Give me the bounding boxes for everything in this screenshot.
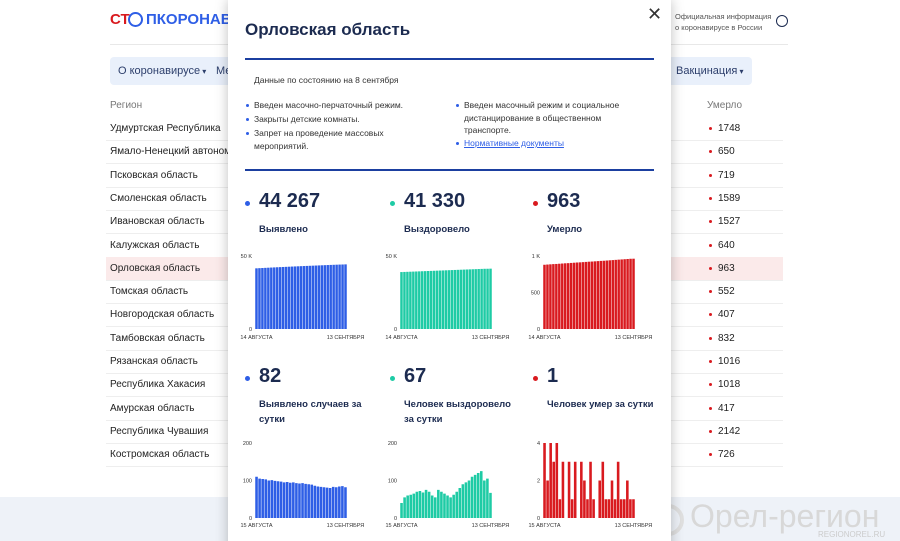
close-button[interactable]: ✕ [647, 4, 663, 24]
measure: Введен масочный режим и социальное диста… [456, 99, 634, 137]
region-name: Томская область [110, 286, 189, 298]
stat-dot [390, 376, 395, 381]
date-note: Данные по состоянию на 8 сентября [254, 75, 399, 85]
nav-item[interactable]: Вакцинация [668, 57, 752, 85]
region-name: Смоленская область [110, 192, 207, 204]
death-count: 832 [718, 332, 735, 344]
region-name: Костромская область [110, 449, 210, 461]
death-dot [709, 336, 712, 340]
region-name: Республика Чувашия [110, 425, 209, 437]
logo-icon [128, 12, 143, 27]
death-dot [709, 383, 712, 387]
logo-right: ПКОРОНАВИ [146, 11, 243, 28]
nav-item[interactable]: О коронавирусе [110, 57, 215, 85]
stat-dot [245, 201, 250, 206]
stat-dot [390, 201, 395, 206]
death-dot [709, 127, 712, 130]
region-name: Ямало-Ненецкий автономный округ [110, 146, 277, 158]
death-count: 640 [718, 239, 735, 251]
region-name: Амурская область [110, 402, 195, 414]
logo-left: СТ [110, 11, 130, 28]
measure: Закрыты детские комнаты. [246, 113, 424, 126]
stat-value: 44 267 [259, 190, 321, 212]
death-dot [709, 429, 712, 433]
stat-dot [533, 201, 538, 206]
death-count: 407 [718, 309, 735, 321]
death-dot [709, 290, 712, 294]
death-dot [709, 220, 712, 224]
death-count: 552 [718, 286, 735, 298]
death-dot [709, 243, 712, 247]
death-count: 1018 [718, 379, 741, 391]
death-count: 726 [718, 449, 735, 461]
region-name: Новгородская область [110, 309, 215, 321]
stat-label: Выявлено случаев за сутки [259, 399, 362, 425]
region-name: Орловская область [110, 262, 201, 274]
measure: Введен масочно-перчаточный режим. [246, 99, 424, 112]
region-name: Удмуртская Республика [110, 123, 221, 134]
death-count: 1589 [718, 192, 741, 204]
stat-dot [245, 376, 250, 381]
death-dot [709, 313, 712, 317]
region-name: Рязанская область [110, 356, 198, 367]
region-name: Псковская область [110, 169, 198, 181]
search-icon[interactable] [776, 15, 788, 27]
death-count: 417 [718, 402, 735, 414]
stat-label: Выздоровело [404, 224, 470, 235]
watermark-name: Орел-регион [690, 498, 880, 534]
death-dot [709, 406, 712, 410]
region-name: Республика Хакасия [110, 379, 206, 391]
death-count: 1748 [718, 123, 741, 134]
death-dot [709, 150, 712, 154]
measure: Запрет на проведение массовых мероприяти… [246, 127, 424, 152]
death-count: 963 [718, 262, 735, 274]
stat-label: Выявлено [259, 224, 308, 235]
death-count: 1527 [718, 216, 741, 228]
rule [245, 169, 654, 171]
region-name: Ивановская область [110, 216, 205, 228]
rule [245, 58, 654, 60]
stat-dot [533, 376, 538, 381]
stat-value: 963 [547, 190, 581, 212]
death-dot [709, 173, 712, 177]
watermark-url: REGIONOREL.RU [818, 530, 886, 539]
death-count: 719 [718, 169, 735, 181]
death-count: 1016 [718, 356, 741, 367]
stat-value: 67 [404, 365, 427, 387]
death-count: 650 [718, 146, 735, 158]
stat-value: 82 [259, 365, 282, 387]
death-dot [709, 360, 712, 363]
stat-value: 41 330 [404, 190, 466, 212]
death-dot [709, 196, 712, 200]
death-dot [709, 453, 712, 457]
column-header: Регион [110, 100, 143, 111]
region-name: Калужская область [110, 239, 200, 251]
info-line: Официальная информация [675, 12, 772, 21]
region-name: Тамбовская область [110, 332, 205, 344]
stat-label: Человек умер за сутки [547, 399, 654, 410]
death-count: 2142 [718, 425, 741, 437]
stat-label: Умерло [547, 224, 583, 235]
stat-label: Человек выздоровело за сутки [404, 399, 511, 425]
document-link[interactable]: Нормативные документы [456, 137, 634, 150]
stat-value: 1 [547, 365, 559, 387]
column-header: Умерло [707, 100, 743, 111]
death-dot [709, 266, 712, 270]
info-line: о коронавирусе в России [675, 23, 763, 32]
modal-title: Орловская область [245, 20, 411, 39]
